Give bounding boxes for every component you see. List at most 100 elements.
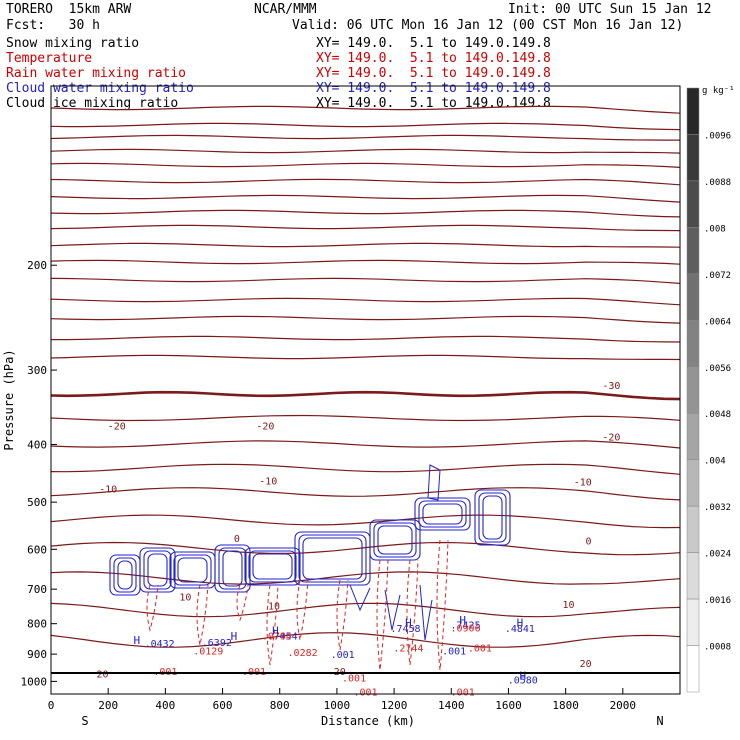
colorbar: .0096 .0088 .008 .0072 .0064 .0056 .0048 .004 .0… (686, 87, 731, 693)
cloud-water-label: .001 (331, 650, 355, 661)
rain-water-label: .0794 (262, 631, 292, 642)
colorbar-swatch (686, 645, 700, 693)
isotherm-line (50, 105, 681, 114)
y-tick-label: 300 (27, 364, 47, 377)
cloud-water-contour (222, 550, 243, 587)
y-tick-label: 500 (27, 496, 47, 509)
legend-cloud-water-xy: XY= 149.0. 5.1 to 149.0.149.8 (316, 81, 551, 96)
cloud-water-contour (218, 547, 247, 590)
x-end-label-north: N (656, 714, 663, 728)
cloud-water-contour (478, 492, 507, 543)
isotherm-line (50, 148, 681, 154)
legend-temperature-xy: XY= 149.0. 5.1 to 149.0.149.8 (316, 51, 551, 66)
cloud-water-contour (214, 544, 251, 593)
cloud-water-contour (302, 537, 363, 580)
rain-water-label: .0906 (451, 624, 481, 635)
high-marker: H (519, 670, 526, 683)
rain-water-label: .2744 (393, 644, 423, 655)
colorbar-swatch (686, 412, 700, 460)
cloud-water-contour (373, 522, 417, 558)
temperature-label: 10 (179, 592, 191, 603)
y-tick-label: 200 (27, 259, 47, 272)
colorbar-swatch (686, 552, 700, 600)
cloud-water-contour (418, 500, 467, 528)
x-tick-label: 200 (98, 699, 118, 712)
isotherm-line (50, 414, 681, 422)
cloud-water-contour (113, 557, 137, 593)
temperature-label: 10 (268, 601, 280, 612)
cloud-water-contour (349, 584, 433, 641)
legend-rain-xy: XY= 149.0. 5.1 to 149.0.149.8 (316, 66, 551, 81)
cloud-water-contour (369, 519, 421, 561)
init-time: Init: 00 UTC Sun 15 Jan 12 (508, 2, 712, 17)
temperature-label: -10 (259, 477, 277, 488)
isotherm-line (50, 463, 681, 475)
temperature-label: 0 (585, 537, 591, 548)
colorbar-unit: g kg⁻¹ (702, 86, 735, 96)
x-tick-label: 800 (270, 699, 290, 712)
rain-water-label: .001 (468, 644, 492, 655)
rain-water-contours (146, 539, 449, 671)
temperature-label: 20 (580, 659, 592, 670)
temperature-label: -10 (99, 484, 117, 495)
org-label: NCAR/MMM (254, 2, 317, 17)
y-tick-label: 900 (27, 648, 47, 661)
isotherm-line (50, 277, 681, 284)
isotherm-line (50, 632, 681, 648)
cloud-water-contour (252, 553, 293, 580)
rain-water-contour (406, 559, 419, 666)
cloud-water-label: .6392 (202, 638, 232, 649)
y-tick-label: 700 (27, 583, 47, 596)
rain-water-contour (436, 539, 449, 671)
isotherm-line (50, 259, 681, 265)
colorbar-swatch (686, 273, 700, 321)
isotherm-line (50, 122, 681, 131)
x-tick-label: 1800 (552, 699, 579, 712)
legend-cloud-ice-name: Cloud ice mixing ratio (6, 96, 179, 111)
cloud-water-contour (294, 531, 371, 586)
cloud-water-contour (414, 497, 471, 531)
cloud-water-contour (248, 550, 297, 583)
isotherm-line (50, 162, 681, 168)
cloud-water-contour (482, 495, 503, 540)
high-marker: H (272, 625, 279, 638)
colorbar-label: .0016 (704, 596, 731, 606)
rain-water-contour (266, 584, 279, 666)
colorbar-swatch (686, 598, 700, 646)
colorbar-label: .0024 (704, 550, 731, 560)
rain-water-contour (196, 584, 209, 646)
cloud-water-contour (173, 554, 212, 586)
rain-water-label: .001 (451, 688, 475, 699)
rain-water-contour (376, 559, 389, 671)
isotherm-line (50, 194, 681, 203)
rain-water-label: .001 (353, 688, 377, 699)
colorbar-swatch (686, 505, 700, 553)
x-tick-label: 1200 (381, 699, 408, 712)
colorbar-label: .0056 (704, 364, 731, 374)
x-tick-label: 0 (48, 699, 55, 712)
y-tick-label: 400 (27, 438, 47, 451)
x-tick-label: 1400 (438, 699, 465, 712)
cloud-water-label: .7425 (451, 621, 481, 632)
colorbar-swatch (686, 87, 700, 135)
isotherm-line (50, 514, 681, 529)
model-title: TORERO 15km ARW (6, 2, 132, 17)
cloud-water-contour (244, 547, 301, 586)
isotherm-line (50, 487, 681, 501)
y-tick-label: 600 (27, 543, 47, 556)
colorbar-label: .0088 (704, 178, 731, 188)
colorbar-swatch (686, 459, 700, 507)
colorbar-swatch (686, 227, 700, 275)
colorbar-swatch (686, 134, 700, 182)
x-end-label-south: S (81, 714, 88, 728)
high-marker: H (459, 614, 466, 627)
isotherm-line (50, 354, 681, 361)
temperature-label: 0 (234, 534, 240, 545)
contour-labels: -30-20-20-20-10-10-1000101010202020.0432… (96, 381, 620, 698)
colorbar-label: .0008 (704, 643, 731, 653)
rain-water-contour (146, 584, 159, 632)
isotherm-line (50, 209, 681, 218)
temperature-label: -10 (574, 478, 592, 489)
cloud-water-label: .0580 (508, 675, 538, 686)
cloud-water-label: .001 (442, 646, 466, 657)
